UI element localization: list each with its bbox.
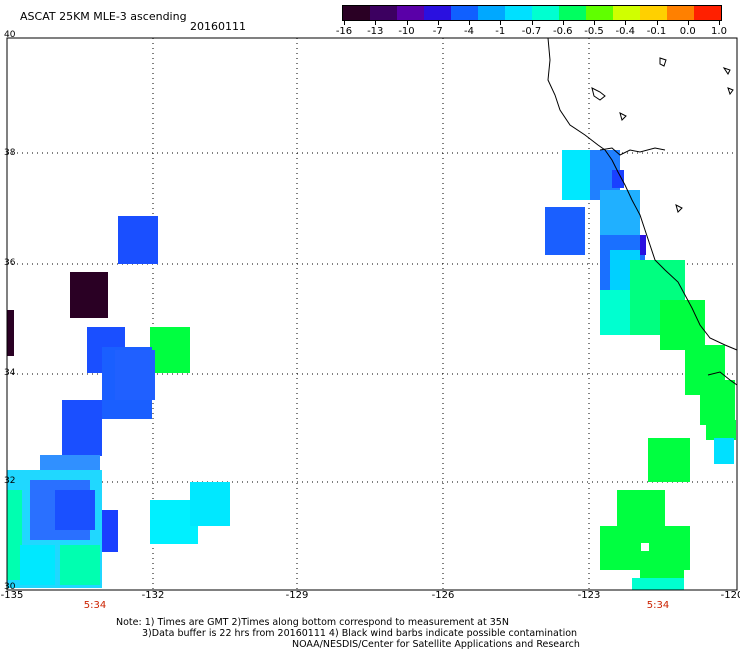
colorbar-label: 1.0 <box>711 26 727 37</box>
wind-data-cell <box>612 170 624 188</box>
longitude-label: -126 <box>431 590 455 601</box>
colorbar-swatch <box>559 6 586 20</box>
wind-data-cell <box>641 543 649 551</box>
time-label-right: 5:34 <box>646 600 670 611</box>
wind-data-cell <box>20 545 55 585</box>
longitude-label: -123 <box>577 590 601 601</box>
wind-data-cell <box>62 400 102 456</box>
latitude-label: 30 <box>4 582 16 592</box>
coastline-segment <box>675 204 683 213</box>
wind-data-cell <box>102 510 118 552</box>
wind-data-cell <box>7 490 22 580</box>
colorbar-label: -13 <box>367 26 384 37</box>
latitude-label: 34 <box>4 368 16 378</box>
wind-data-cell <box>640 235 646 255</box>
colorbar-tick <box>562 20 564 25</box>
colorbar-swatch <box>370 6 397 20</box>
colorbar-label: -0.4 <box>615 26 636 37</box>
colorbar-label: -7 <box>432 26 443 37</box>
colorbar-swatch <box>667 6 694 20</box>
colorbar-label: -16 <box>335 26 353 37</box>
wind-data-cell <box>190 482 230 526</box>
colorbar-tick <box>406 20 408 25</box>
wind-data-cell <box>700 380 735 425</box>
colorbar-swatch <box>640 6 667 20</box>
coastline <box>547 37 738 386</box>
colorbar <box>342 5 722 21</box>
wind-data-cell <box>55 490 95 530</box>
product-date: 20160111 <box>190 20 246 33</box>
note-line-1: Note: 1) Times are GMT 2)Times along bot… <box>116 617 509 628</box>
note-line-3: NOAA/NESDIS/Center for Satellite Applica… <box>292 639 580 650</box>
colorbar-label: -1 <box>495 26 506 37</box>
coastline-segment <box>722 67 731 75</box>
data-cells <box>7 150 736 590</box>
latitude-label: 36 <box>4 258 16 268</box>
wind-data-cell <box>640 560 684 578</box>
colorbar-swatch <box>532 6 559 20</box>
latitude-label: 32 <box>4 476 16 486</box>
colorbar-tick <box>656 20 658 25</box>
time-label-left: 5:34 <box>83 600 107 611</box>
wind-data-cell <box>660 300 705 350</box>
colorbar-tick <box>687 20 689 25</box>
wind-data-cell <box>648 438 690 482</box>
wind-data-cell <box>115 350 155 400</box>
colorbar-swatch <box>397 6 424 20</box>
colorbar-tick <box>437 20 439 25</box>
coastline-segment <box>599 147 666 156</box>
colorbar-label: -0.6 <box>552 26 573 37</box>
wind-data-cell <box>706 420 736 440</box>
wind-data-cell <box>617 490 665 530</box>
wind-data-cell <box>545 207 585 255</box>
latitude-label: 38 <box>4 148 16 158</box>
colorbar-label: -4 <box>464 26 474 37</box>
coastline-segment <box>591 87 606 101</box>
colorbar-swatch <box>424 6 451 20</box>
wind-data-cell <box>118 216 158 264</box>
coastline-segment <box>707 371 738 386</box>
colorbar-tick <box>375 20 377 25</box>
colorbar-swatch <box>613 6 640 20</box>
colorbar-tick <box>719 20 720 25</box>
colorbar-swatch <box>343 6 370 20</box>
wind-data-cell <box>600 190 640 240</box>
wind-data-cell <box>714 438 734 464</box>
colorbar-tick <box>500 20 502 25</box>
colorbar-label: 0.0 <box>679 26 696 37</box>
colorbar-swatch <box>478 6 505 20</box>
product-title: ASCAT 25KM MLE-3 ascending <box>20 10 187 23</box>
colorbar-tick <box>625 20 627 25</box>
latitude-label: 40 <box>4 30 16 40</box>
coastline-segment <box>727 87 734 96</box>
colorbar-tick <box>344 20 345 25</box>
colorbar-tick <box>469 20 470 25</box>
longitude-label: -120 <box>720 590 740 601</box>
colorbar-label: -0.7 <box>521 26 542 37</box>
colorbar-label: -0.1 <box>646 26 667 37</box>
colorbar-label: -10 <box>398 26 415 37</box>
wind-data-cell <box>70 272 108 318</box>
longitude-label: -129 <box>285 590 309 601</box>
colorbar-swatch <box>586 6 613 20</box>
colorbar-swatch <box>505 6 532 20</box>
colorbar-tick <box>531 20 533 25</box>
colorbar-label: -0.5 <box>584 26 604 37</box>
note-line-2: 3)Data buffer is 22 hrs from 20160111 4)… <box>142 628 578 639</box>
map-frame <box>6 37 738 591</box>
colorbar-tick <box>594 20 595 25</box>
graticule <box>7 38 737 590</box>
coastline-segment <box>547 37 738 351</box>
coastline-segment <box>619 112 627 121</box>
wind-data-cell <box>7 310 14 356</box>
longitude-label: -132 <box>141 590 165 601</box>
wind-data-cell <box>150 327 190 373</box>
colorbar-swatch <box>694 6 721 20</box>
wind-data-cell <box>632 578 684 590</box>
longitude-label: -135 <box>0 590 24 601</box>
colorbar-swatch <box>451 6 478 20</box>
wind-data-cell <box>60 545 100 585</box>
coastline-segment <box>659 57 667 67</box>
